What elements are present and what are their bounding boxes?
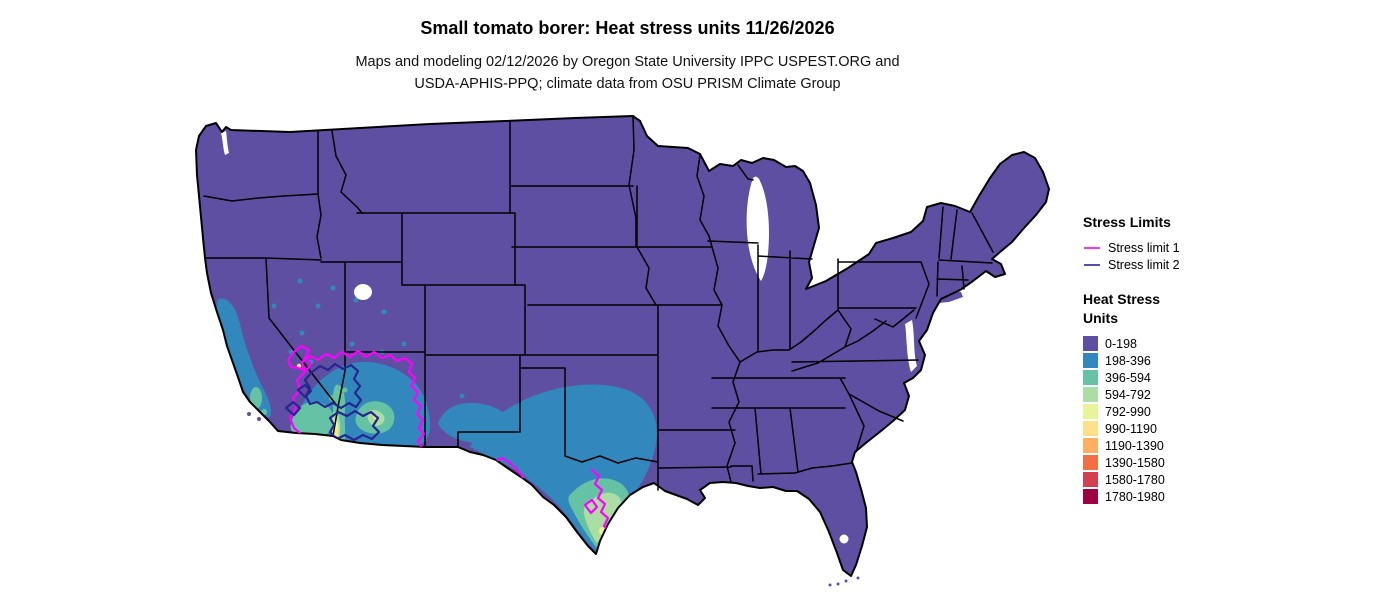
- channel-island: [247, 412, 251, 416]
- great-salt-lake: [354, 284, 372, 300]
- long-island: [937, 291, 963, 303]
- legend-item-bin-8: 1580-1780: [1083, 471, 1243, 488]
- stress-limit-1-contour: [286, 344, 613, 554]
- legend-item-bin-6: 1190-1390: [1083, 437, 1243, 454]
- bin-5-swatch: [1083, 421, 1098, 436]
- legend-item-bin-5: 990-1190: [1083, 420, 1243, 437]
- bin-7-swatch: [1083, 455, 1098, 470]
- bin-0-label: 0-198: [1105, 336, 1137, 351]
- state-borders: [195, 115, 1050, 577]
- bin-1-swatch: [1083, 353, 1098, 368]
- legend-item-bin-4: 792-990: [1083, 403, 1243, 420]
- stress-limit-2-contour: [284, 362, 381, 442]
- florida-key: [828, 583, 832, 587]
- legend-item-bin-3: 594-792: [1083, 386, 1243, 403]
- bin-3-swatch: [1083, 387, 1098, 402]
- subtitle: Maps and modeling 02/12/2026 by Oregon S…: [0, 51, 1255, 96]
- florida-key: [856, 576, 860, 580]
- florida-key: [836, 582, 840, 586]
- offshore-islands: [247, 291, 963, 587]
- legend-item-bin-1: 198-396: [1083, 352, 1243, 369]
- legend: Stress Limits Stress limit 1 Stress limi…: [1083, 213, 1243, 505]
- bin-4-label: 792-990: [1105, 404, 1151, 419]
- channel-island: [257, 417, 261, 421]
- bin-3-label: 594-792: [1105, 387, 1151, 402]
- bin-5-label: 990-1190: [1105, 421, 1157, 436]
- bin-8-label: 1580-1780: [1105, 472, 1165, 487]
- bin-4-swatch: [1083, 404, 1098, 419]
- bin-2-swatch: [1083, 370, 1098, 385]
- state-border-lines: [203, 115, 994, 491]
- subtitle-line-1: Maps and modeling 02/12/2026 by Oregon S…: [355, 54, 900, 70]
- puget-sound: [221, 131, 229, 155]
- bin-6-swatch: [1083, 438, 1098, 453]
- heat-stress-title-line-2: Units: [1083, 310, 1118, 326]
- heat-stress-title-line-1: Heat Stress: [1083, 291, 1161, 307]
- legend-item-bin-9: 1780-1980: [1083, 488, 1243, 505]
- stress-limit-2-label: Stress limit 2: [1108, 257, 1180, 272]
- heat-stress-units-title: Heat Stress Units: [1083, 290, 1243, 328]
- lake-okeechobee: [839, 534, 849, 544]
- bin-7-label: 1390-1580: [1105, 455, 1165, 470]
- page-title: Small tomato borer: Heat stress units 11…: [420, 18, 835, 38]
- bin-0-swatch: [1083, 336, 1098, 351]
- legend-item-stress-limit-2: Stress limit 2: [1083, 256, 1243, 273]
- chesapeake-bay: [905, 320, 917, 372]
- bin-2-label: 396-594: [1105, 370, 1151, 385]
- stress-limits-title: Stress Limits: [1083, 214, 1171, 230]
- bin-1-label: 198-396: [1105, 353, 1151, 368]
- bin-6-label: 1190-1390: [1105, 438, 1164, 453]
- subtitle-line-2: USDA-APHIS-PPQ; climate data from OSU PR…: [414, 76, 841, 93]
- legend-item-bin-0: 0-198: [1083, 335, 1243, 352]
- lakes: [221, 131, 917, 544]
- stress-limit-1-label: Stress limit 1: [1108, 240, 1180, 255]
- stress-limit-1-line-swatch: [1084, 246, 1100, 249]
- map-land: [196, 116, 1049, 587]
- bin-8-swatch: [1083, 472, 1098, 487]
- legend-item-bin-7: 1390-1580: [1083, 454, 1243, 471]
- florida-key: [844, 579, 848, 583]
- stress-limit-2-line-swatch: [1084, 263, 1100, 266]
- header: Small tomato borer: Heat stress units 11…: [0, 18, 1255, 96]
- stress-contours: [284, 344, 613, 554]
- bin-9-swatch: [1083, 489, 1098, 504]
- bin-9-label: 1780-1980: [1105, 489, 1165, 504]
- legend-item-stress-limit-1: Stress limit 1: [1083, 239, 1243, 256]
- legend-item-bin-2: 396-594: [1083, 369, 1243, 386]
- lake-michigan: [746, 176, 769, 281]
